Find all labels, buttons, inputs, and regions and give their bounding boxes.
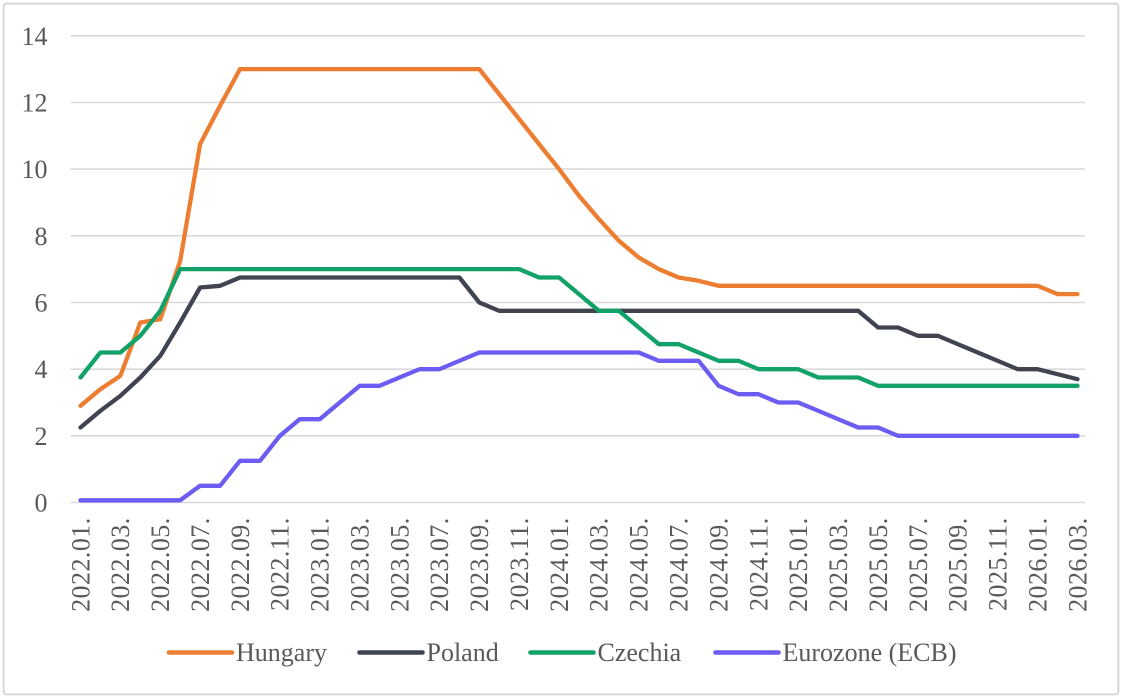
svg-text:14: 14 — [22, 22, 48, 51]
svg-text:2024.07.: 2024.07. — [665, 517, 694, 612]
svg-text:2024.01.: 2024.01. — [545, 517, 574, 612]
svg-text:4: 4 — [35, 355, 48, 384]
svg-text:2022.07.: 2022.07. — [186, 517, 215, 612]
svg-text:2025.09.: 2025.09. — [944, 517, 973, 612]
svg-text:2025.07.: 2025.07. — [904, 517, 933, 612]
svg-text:2024.09.: 2024.09. — [704, 517, 733, 612]
svg-text:2023.05.: 2023.05. — [385, 517, 414, 612]
svg-text:2026.01.: 2026.01. — [1023, 517, 1052, 612]
svg-text:2023.11.: 2023.11. — [505, 517, 534, 611]
svg-text:Eurozone (ECB): Eurozone (ECB) — [783, 638, 957, 667]
svg-text:2024.03.: 2024.03. — [585, 517, 614, 612]
svg-text:2024.11.: 2024.11. — [744, 517, 773, 611]
svg-text:2022.11.: 2022.11. — [266, 517, 295, 611]
svg-text:2025.05.: 2025.05. — [864, 517, 893, 612]
svg-text:2025.03.: 2025.03. — [824, 517, 853, 612]
svg-text:2023.09.: 2023.09. — [465, 517, 494, 612]
svg-text:Czechia: Czechia — [598, 638, 682, 667]
svg-text:Poland: Poland — [427, 638, 499, 667]
svg-text:10: 10 — [22, 155, 48, 184]
svg-text:2025.11.: 2025.11. — [984, 517, 1013, 611]
svg-text:8: 8 — [35, 222, 48, 251]
svg-text:0: 0 — [35, 489, 48, 518]
svg-text:12: 12 — [22, 89, 48, 118]
svg-text:2022.01.: 2022.01. — [66, 517, 95, 612]
svg-text:2026.03.: 2026.03. — [1063, 517, 1092, 612]
svg-text:2023.01.: 2023.01. — [306, 517, 335, 612]
svg-text:2023.03.: 2023.03. — [346, 517, 375, 612]
svg-text:2025.01.: 2025.01. — [784, 517, 813, 612]
svg-text:6: 6 — [35, 289, 48, 318]
svg-text:2022.03.: 2022.03. — [106, 517, 135, 612]
svg-text:2023.07.: 2023.07. — [425, 517, 454, 612]
svg-text:2022.09.: 2022.09. — [226, 517, 255, 612]
svg-text:2024.05.: 2024.05. — [625, 517, 654, 612]
svg-text:2: 2 — [35, 422, 48, 451]
svg-text:Hungary: Hungary — [236, 638, 327, 667]
svg-text:2022.05.: 2022.05. — [146, 517, 175, 612]
